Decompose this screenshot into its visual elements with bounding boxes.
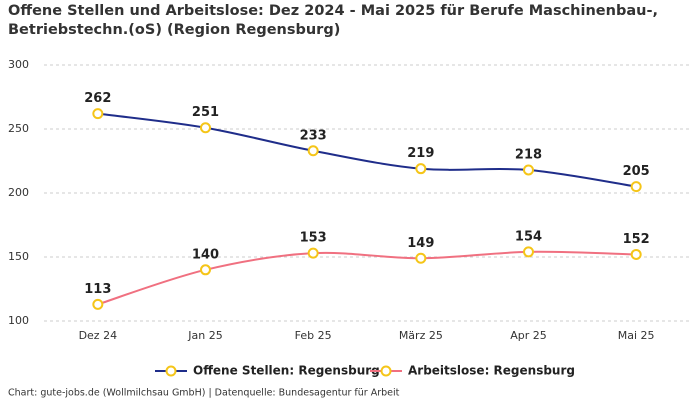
point xyxy=(92,298,104,310)
data-label: 149 xyxy=(407,236,434,251)
legend-label: Arbeitslose: Regensburg xyxy=(408,364,575,378)
x-tick-label: Apr 25 xyxy=(510,329,547,342)
data-label: 219 xyxy=(407,146,434,161)
point xyxy=(630,181,642,193)
point xyxy=(307,145,319,157)
data-label: 218 xyxy=(515,147,542,162)
x-tick-label: Mai 25 xyxy=(618,329,655,342)
data-label: 262 xyxy=(84,91,111,106)
point xyxy=(200,264,211,276)
y-tick-label: 300 xyxy=(8,58,29,71)
point xyxy=(630,248,642,260)
data-label: 154 xyxy=(515,229,542,244)
data-label: 153 xyxy=(300,231,327,246)
y-tick-label: 100 xyxy=(8,314,29,327)
series-line xyxy=(97,112,637,188)
source: Chart: gute-jobs.de (Wollmilchsau GmbH) … xyxy=(8,388,400,399)
x-tick-label: Feb 25 xyxy=(295,329,332,342)
data-label: 113 xyxy=(84,282,111,297)
point xyxy=(415,163,427,175)
chart-title: Offene Stellen und Arbeitslose: Dez 2024… xyxy=(8,3,658,38)
data-label: 251 xyxy=(192,105,219,120)
x-tick-label: Jan 25 xyxy=(187,329,222,342)
data-label: 205 xyxy=(623,164,650,179)
point xyxy=(415,252,427,264)
legend-label: Offene Stellen: Regensburg xyxy=(193,364,380,378)
data-label: 152 xyxy=(623,232,650,247)
point xyxy=(307,247,319,259)
legend-marker xyxy=(380,365,392,377)
legend-marker xyxy=(165,365,177,377)
data-label: 233 xyxy=(300,128,327,143)
point xyxy=(92,108,104,120)
y-tick-label: 200 xyxy=(8,186,29,199)
point xyxy=(523,164,534,176)
y-tick-label: 150 xyxy=(8,250,29,263)
y-tick-label: 250 xyxy=(8,122,29,135)
point xyxy=(200,122,211,134)
data-label: 140 xyxy=(192,247,219,262)
series-line xyxy=(97,250,637,306)
x-tick-label: Dez 24 xyxy=(79,329,118,342)
point xyxy=(523,246,534,258)
x-tick-label: März 25 xyxy=(399,329,443,342)
